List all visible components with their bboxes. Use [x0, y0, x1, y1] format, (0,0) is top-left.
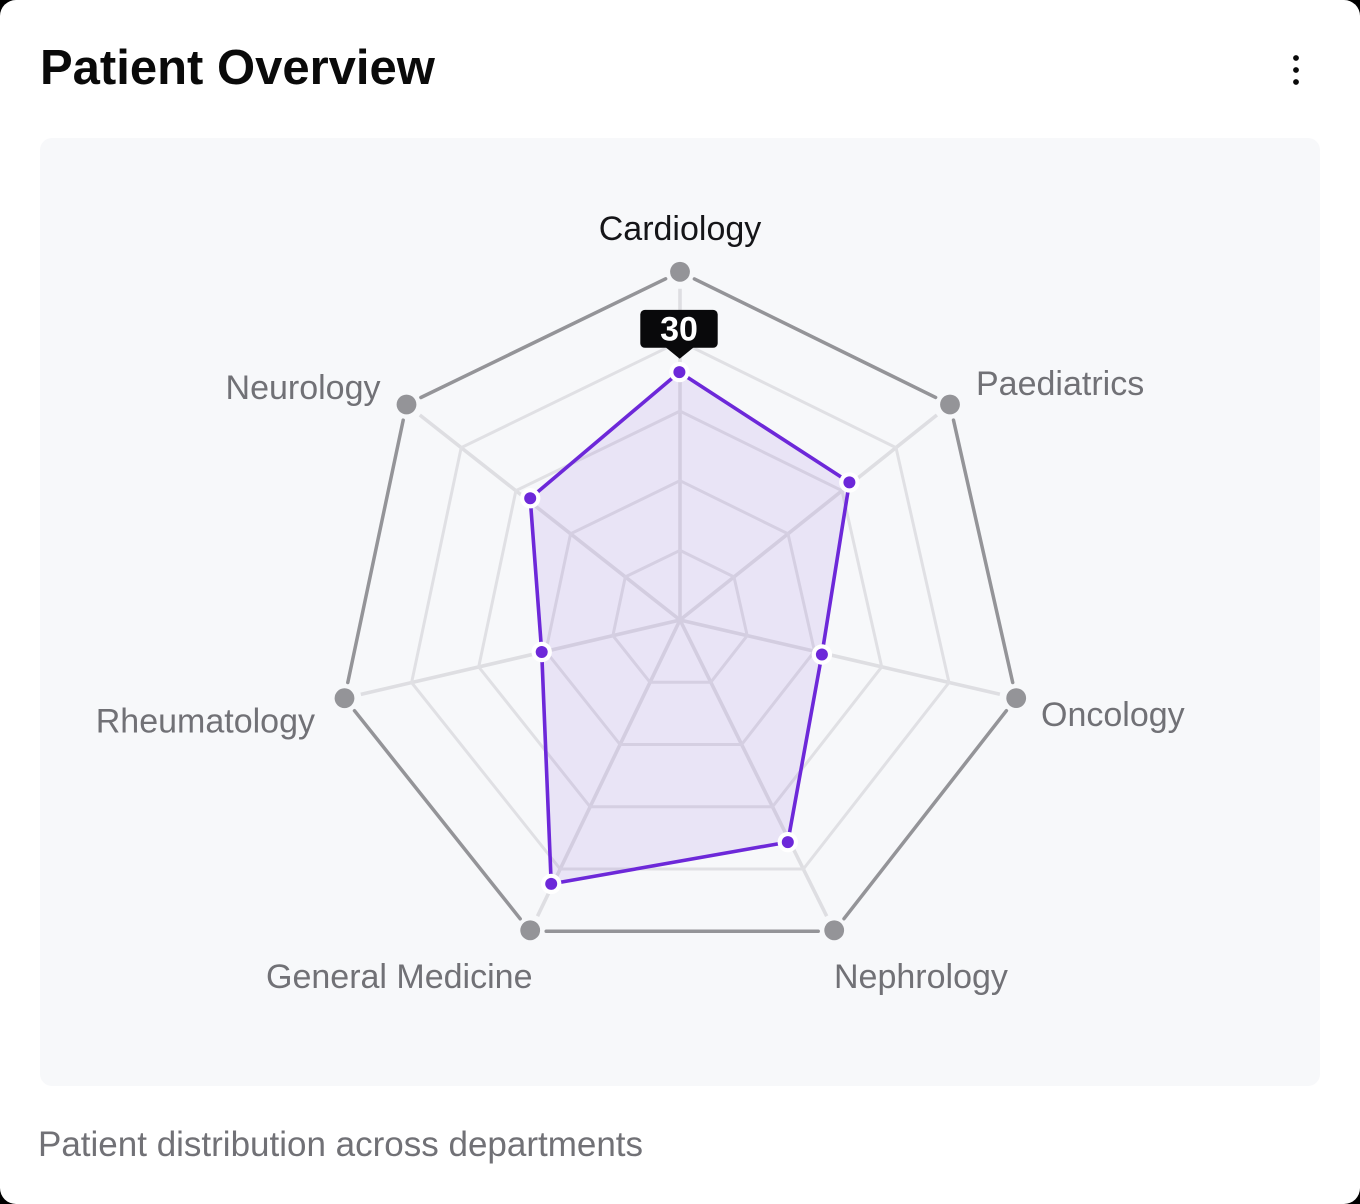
- svg-text:Neurology: Neurology: [226, 369, 381, 407]
- svg-text:Oncology: Oncology: [1041, 696, 1185, 734]
- svg-text:Rheumatology: Rheumatology: [96, 703, 315, 741]
- svg-text:Cardiology: Cardiology: [599, 210, 762, 248]
- svg-text:Nephrology: Nephrology: [834, 958, 1008, 996]
- svg-text:Paediatrics: Paediatrics: [976, 365, 1144, 403]
- svg-text:30: 30: [660, 310, 698, 348]
- svg-text:General Medicine: General Medicine: [266, 958, 532, 996]
